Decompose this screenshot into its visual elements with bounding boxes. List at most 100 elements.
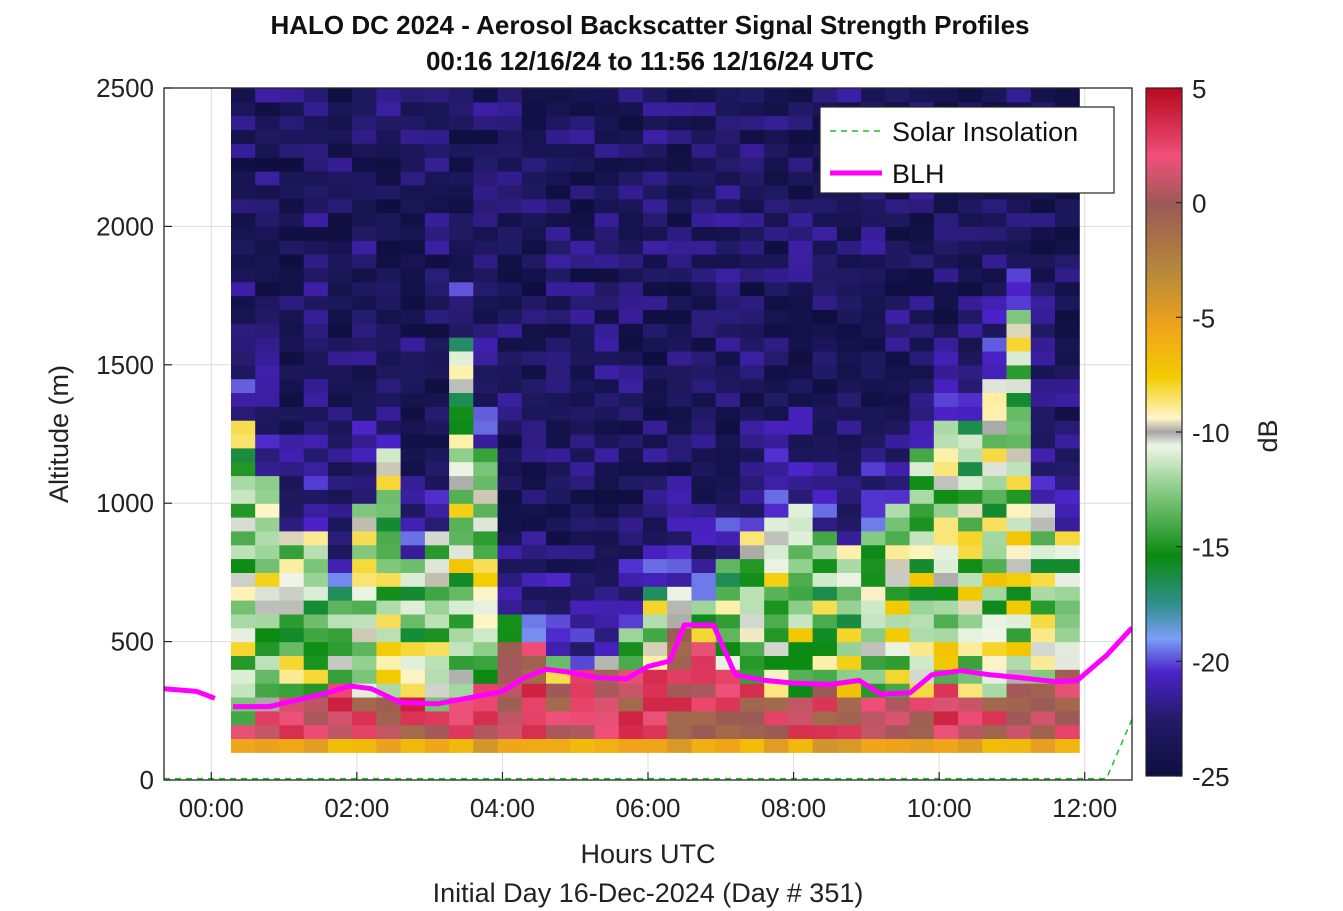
heat-cell-5-46 xyxy=(352,101,377,117)
heat-cell-11-34 xyxy=(497,267,523,283)
heat-cell-10-35 xyxy=(473,254,499,269)
heat-cell-11-38 xyxy=(497,212,523,227)
heat-cell-1-25 xyxy=(255,392,280,407)
heat-cell-16-33 xyxy=(618,281,644,297)
heat-cell-33-28 xyxy=(1030,351,1056,366)
heat-cell-15-9 xyxy=(594,613,620,629)
heat-cell-10-37 xyxy=(473,226,499,241)
heat-cell-33-12 xyxy=(1030,572,1056,587)
heat-cell-15-1 xyxy=(594,724,620,739)
heat-cell-22-27 xyxy=(764,364,789,380)
heat-cell-27-29 xyxy=(885,337,911,352)
heat-cell-34-28 xyxy=(1055,351,1080,366)
legend-blh-label: BLH xyxy=(892,159,945,189)
heat-cell-5-25 xyxy=(352,392,377,407)
heat-cell-8-42 xyxy=(424,157,450,172)
heat-cell-28-19 xyxy=(909,475,935,490)
heat-cell-14-31 xyxy=(570,309,596,324)
heat-cell-11-7 xyxy=(497,641,523,656)
heat-cell-22-14 xyxy=(764,544,789,560)
heat-cell-23-14 xyxy=(788,544,814,560)
heat-cell-3-27 xyxy=(303,364,329,380)
heat-cell-19-13 xyxy=(691,558,717,573)
heat-cell-11-45 xyxy=(497,115,523,131)
heat-cell-34-4 xyxy=(1055,683,1080,698)
cb-tick-label-0: 5 xyxy=(1192,74,1206,104)
heat-cell-33-27 xyxy=(1030,364,1056,380)
heat-cell-27-22 xyxy=(885,434,911,449)
heat-cell-20-20 xyxy=(715,461,741,477)
heat-cell-1-44 xyxy=(255,129,280,144)
heat-cell-7-12 xyxy=(400,572,426,587)
y-axis-label: Altitude (m) xyxy=(44,365,74,503)
heat-cell-9-32 xyxy=(449,295,474,310)
heat-cell-22-36 xyxy=(764,240,789,255)
heat-cell-14-41 xyxy=(570,171,596,186)
heat-cell-18-32 xyxy=(667,295,692,310)
colorbar-ticks: 50-5-10-15-20-25 xyxy=(1176,74,1230,792)
heat-cell-27-47 xyxy=(885,88,911,103)
heat-cell-13-46 xyxy=(546,101,571,117)
heat-cell-17-36 xyxy=(643,240,668,255)
heat-cell-14-3 xyxy=(570,697,596,712)
heat-cell-18-35 xyxy=(667,254,692,269)
heat-cell-3-32 xyxy=(303,295,329,310)
heat-cell-18-34 xyxy=(667,267,692,283)
heat-cell-19-40 xyxy=(691,184,717,200)
heat-cell-10-26 xyxy=(473,378,499,393)
heat-cell-17-17 xyxy=(643,503,668,518)
heat-cell-1-0 xyxy=(255,738,280,753)
heat-cell-8-5 xyxy=(424,669,450,684)
heat-cell-15-30 xyxy=(594,323,620,338)
heat-cell-1-14 xyxy=(255,544,280,560)
heat-cell-29-1 xyxy=(933,724,959,739)
heat-cell-21-0 xyxy=(739,738,765,753)
heat-cell-0-5 xyxy=(231,669,256,684)
heat-cell-16-30 xyxy=(618,323,644,338)
heat-cell-18-10 xyxy=(667,600,692,615)
heat-cell-5-7 xyxy=(352,641,377,656)
heat-cell-14-37 xyxy=(570,226,596,241)
heat-cell-24-3 xyxy=(812,697,838,712)
heat-cell-7-39 xyxy=(400,198,426,214)
heat-cell-24-36 xyxy=(812,240,838,255)
heat-cell-17-34 xyxy=(643,267,668,283)
heat-cell-20-3 xyxy=(715,697,741,712)
heat-cell-12-14 xyxy=(521,544,547,560)
heat-cell-22-41 xyxy=(764,171,789,186)
heat-cell-26-1 xyxy=(861,724,886,739)
heat-cell-3-6 xyxy=(303,655,329,670)
heat-cell-31-36 xyxy=(982,240,1008,255)
heat-cell-27-36 xyxy=(885,240,911,255)
heat-cell-2-26 xyxy=(279,378,305,393)
series-lines xyxy=(164,622,1132,780)
heat-cell-1-27 xyxy=(255,364,280,380)
heat-cell-18-40 xyxy=(667,184,692,200)
heat-cell-12-33 xyxy=(521,281,547,297)
heat-cell-26-34 xyxy=(861,267,886,283)
heat-cell-8-38 xyxy=(424,212,450,227)
heat-cell-22-47 xyxy=(764,88,789,103)
heat-cell-30-23 xyxy=(958,420,983,435)
heat-cell-9-31 xyxy=(449,309,474,324)
heat-cell-3-0 xyxy=(303,738,329,753)
heat-cell-26-39 xyxy=(861,198,886,214)
heat-cell-23-43 xyxy=(788,143,814,158)
heat-cell-20-22 xyxy=(715,434,741,449)
heat-cell-27-38 xyxy=(885,212,911,227)
heat-cell-11-20 xyxy=(497,461,523,477)
heat-cell-22-34 xyxy=(764,267,789,283)
heat-cell-18-12 xyxy=(667,572,692,587)
heat-cell-20-27 xyxy=(715,364,741,380)
heat-cell-11-21 xyxy=(497,447,523,463)
heat-cell-3-7 xyxy=(303,641,329,656)
heat-cell-15-43 xyxy=(594,143,620,158)
heat-cell-15-42 xyxy=(594,157,620,172)
heat-cell-5-36 xyxy=(352,240,377,255)
heat-cell-14-26 xyxy=(570,378,596,393)
heat-cell-31-6 xyxy=(982,655,1008,670)
heat-cell-8-40 xyxy=(424,184,450,200)
heat-cell-4-33 xyxy=(327,281,353,297)
